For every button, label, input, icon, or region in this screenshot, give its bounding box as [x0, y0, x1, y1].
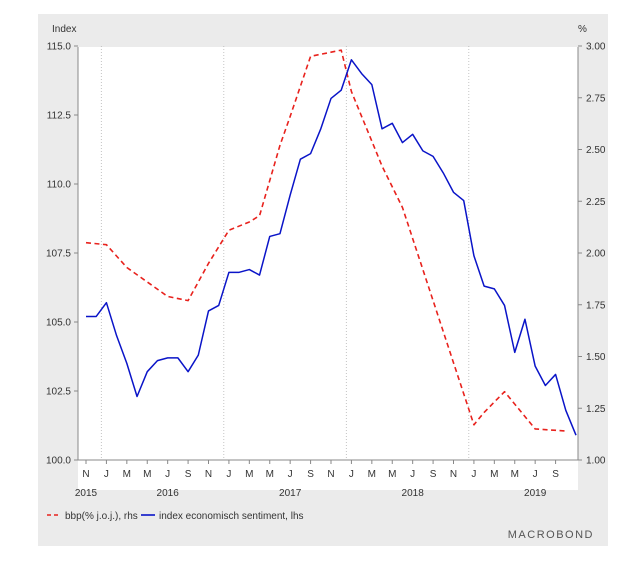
legend-label-sentiment: index economisch sentiment, lhs [159, 511, 304, 522]
left-tick-label: 105.0 [46, 318, 71, 329]
x-year-label: 2015 [75, 488, 98, 499]
right-tick-label: 2.25 [586, 197, 606, 208]
x-axis-ticks: N J M M J S N J M M J S N J M M J S N J M M J S 2015 2016 2017 2018… [75, 460, 559, 499]
x-month-label: N [327, 469, 334, 480]
x-month-label: J [471, 469, 476, 480]
sentiment-series-line [86, 59, 577, 436]
right-tick-label: 1.50 [586, 352, 606, 363]
x-month-label: M [368, 469, 376, 480]
left-tick-label: 115.0 [47, 42, 72, 53]
right-tick-label: 3.00 [586, 42, 606, 53]
x-year-label: 2017 [279, 488, 302, 499]
right-tick-label: 1.75 [586, 300, 606, 311]
left-axis-ticks: 115.0 112.5 110.0 107.5 105.0 102.5 100.0 [46, 42, 78, 467]
x-month-label: S [430, 469, 437, 480]
x-month-label: S [307, 469, 314, 480]
right-axis-unit: % [578, 24, 587, 35]
brand-logo-text: MACROBOND [508, 529, 594, 541]
x-month-label: J [349, 469, 354, 480]
x-year-label: 2018 [402, 488, 425, 499]
x-month-label: M [143, 469, 151, 480]
right-tick-label: 2.00 [586, 249, 606, 260]
x-month-label: M [511, 469, 519, 480]
right-tick-label: 1.00 [586, 456, 606, 467]
legend: bbp(% j.o.j.), rhs index economisch sent… [47, 511, 304, 522]
x-month-label: J [165, 469, 170, 480]
x-month-label: M [245, 469, 253, 480]
left-tick-label: 100.0 [46, 456, 71, 467]
x-month-label: M [388, 469, 396, 480]
right-tick-label: 1.25 [586, 404, 606, 415]
left-axis-unit: Index [52, 24, 76, 35]
x-month-label: J [226, 469, 231, 480]
legend-label-bbp: bbp(% j.o.j.), rhs [65, 511, 138, 522]
left-tick-label: 110.0 [47, 180, 72, 191]
x-month-label: J [104, 469, 109, 480]
line-chart: Index % 115.0 112.5 110.0 107.5 105.0 102.5 10… [46, 24, 606, 541]
x-month-label: M [123, 469, 131, 480]
x-year-label: 2019 [524, 488, 547, 499]
grid-lines [100, 46, 470, 460]
left-tick-label: 112.5 [47, 111, 72, 122]
series-lines [85, 49, 577, 436]
plot-area [78, 47, 578, 490]
left-tick-label: 107.5 [46, 249, 71, 260]
right-axis-ticks: 3.00 2.75 2.50 2.25 2.00 1.75 1.50 1.25 1.00 [578, 42, 606, 467]
x-month-label: S [552, 469, 559, 480]
x-month-label: J [288, 469, 293, 480]
x-year-label: 2016 [157, 488, 180, 499]
x-month-label: N [205, 469, 212, 480]
x-month-label: M [490, 469, 498, 480]
left-tick-label: 102.5 [46, 387, 71, 398]
x-month-label: N [82, 469, 89, 480]
right-tick-label: 2.75 [586, 93, 606, 104]
x-month-label: J [410, 469, 415, 480]
x-month-label: S [185, 469, 192, 480]
right-tick-label: 2.50 [586, 145, 606, 156]
x-month-label: M [266, 469, 274, 480]
x-month-label: J [533, 469, 538, 480]
chart-frame: Index % 115.0 112.5 110.0 107.5 105.0 102.5 10… [38, 14, 608, 546]
bbp-series-line [85, 49, 566, 432]
x-month-label: N [450, 469, 457, 480]
